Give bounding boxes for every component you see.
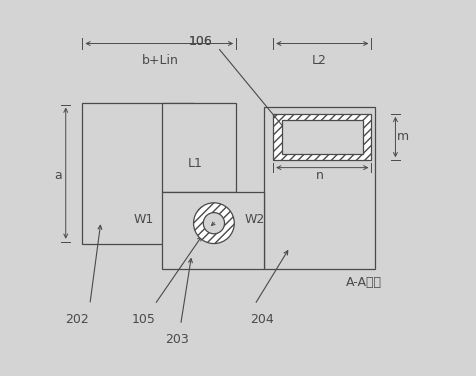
Text: 106: 106 <box>189 35 213 48</box>
Bar <box>162 103 236 192</box>
Text: b+Lin: b+Lin <box>142 54 178 67</box>
Bar <box>273 114 371 160</box>
Bar <box>162 192 264 270</box>
Text: W2: W2 <box>245 213 265 226</box>
Text: 105: 105 <box>131 313 156 326</box>
Bar <box>282 120 363 154</box>
Text: A-A截面: A-A截面 <box>346 276 382 289</box>
Bar <box>82 103 194 244</box>
Text: 203: 203 <box>165 334 189 346</box>
Text: n: n <box>316 168 323 182</box>
Text: 106: 106 <box>189 35 213 48</box>
Text: m: m <box>397 130 409 143</box>
Text: a: a <box>54 168 62 182</box>
Circle shape <box>194 203 234 244</box>
Text: 202: 202 <box>65 313 89 326</box>
Text: W1: W1 <box>133 213 154 226</box>
Text: L2: L2 <box>312 54 327 67</box>
Bar <box>264 106 375 270</box>
Text: 204: 204 <box>250 313 274 326</box>
Circle shape <box>203 212 225 234</box>
Text: L1: L1 <box>188 158 203 170</box>
